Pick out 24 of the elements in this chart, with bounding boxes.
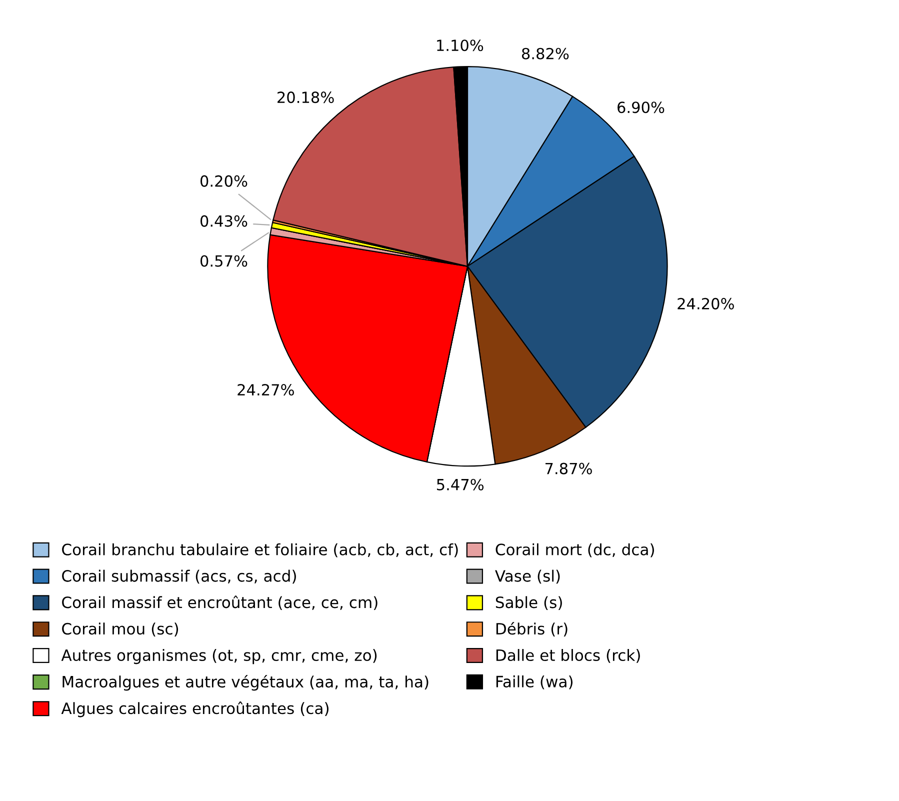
data-label: 0.57% xyxy=(200,255,248,267)
data-label: 8.82% xyxy=(522,48,569,60)
data-label: 20.18% xyxy=(278,92,334,104)
legend-label: Débris (r) xyxy=(496,622,568,636)
data-label: 24.20% xyxy=(678,298,734,310)
legend-label: Algues calcaires encroûtantes (ca) xyxy=(61,702,328,718)
legend-label: Corail submassif (acs, cs, acd) xyxy=(62,570,296,584)
legend-label: Sable (s) xyxy=(496,596,562,610)
legend-label: Corail branchu tabulaire et foliaire (acb, cb, act, cf) xyxy=(62,543,458,558)
data-label: 6.90% xyxy=(618,102,664,114)
legend-label: Dalle et blocs (rck) xyxy=(496,649,640,663)
legend-label: Macroalgues et autre végétaux (aa, ma, ta, ha) xyxy=(62,674,428,691)
data-label: 7.87% xyxy=(546,462,592,474)
legend-label: Faille (wa) xyxy=(496,675,573,690)
data-label: 0.43% xyxy=(200,215,248,227)
data-label: 24.27% xyxy=(238,384,294,396)
data-label: 5.47% xyxy=(437,478,484,490)
data-label: 0.20% xyxy=(200,175,248,187)
legend-label: Autres organismes (ot, sp, cmr, cme, zo) xyxy=(61,649,377,664)
legend-label: Corail massif et encroûtant (ace, ce, cm) xyxy=(62,596,378,610)
legend-label: Vase (sl) xyxy=(495,570,560,584)
legend-label: Corail mort (dc, dca) xyxy=(496,543,654,558)
data-label: 1.10% xyxy=(437,40,484,52)
legend-label: Corail mou (sc) xyxy=(62,622,178,636)
